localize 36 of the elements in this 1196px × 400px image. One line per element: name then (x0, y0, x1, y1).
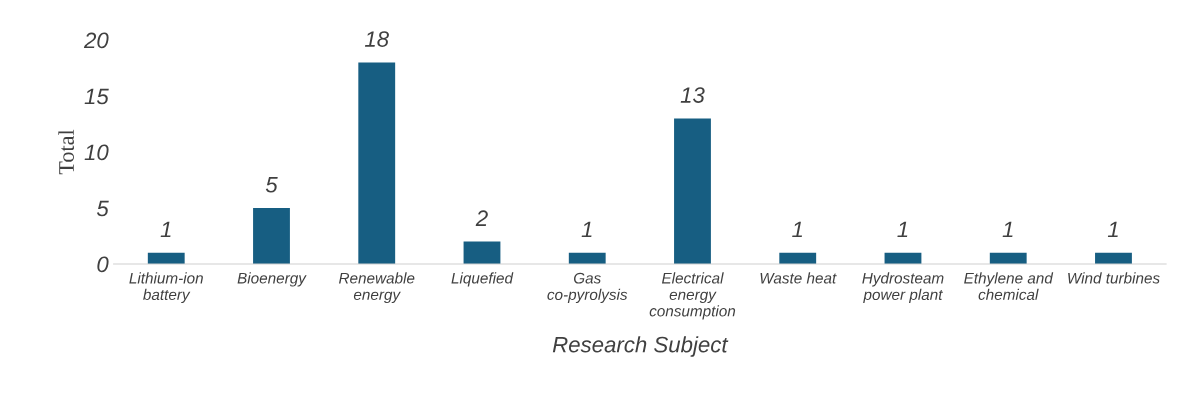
bar (463, 241, 501, 264)
y-tick-label: 20 (83, 32, 109, 49)
data-label: 1 (160, 221, 171, 238)
x-tick-label: Waste heat (760, 272, 837, 284)
y-tick-label: 15 (84, 88, 109, 105)
data-label: 13 (680, 87, 705, 103)
y-axis-title: Total (58, 129, 74, 175)
bar (568, 252, 606, 264)
bar (989, 252, 1027, 264)
y-tick-label: 0 (97, 256, 109, 273)
bar (358, 62, 396, 264)
x-axis-title: Research Subject (552, 336, 729, 357)
x-tick-label: Renewable energy (338, 272, 415, 304)
x-tick-label: Lithium-ion battery (129, 272, 203, 304)
bar (779, 252, 817, 264)
data-label: 1 (1107, 221, 1118, 238)
x-tick-label: Ethylene and chemical (964, 272, 1054, 301)
data-label: 1 (792, 221, 803, 238)
x-tick-label: Bioenergy (237, 272, 307, 287)
y-tick-label: 5 (96, 200, 109, 217)
data-label: 5 (265, 176, 278, 193)
x-tick-label: Wind turbines (1068, 272, 1160, 284)
x-tick-label: Hydrosteam power plant (862, 272, 944, 304)
y-tick-label: 10 (84, 144, 109, 161)
bar (253, 208, 290, 264)
data-label: 1 (581, 221, 592, 238)
data-label: 1 (897, 221, 908, 238)
data-label: 18 (364, 31, 389, 47)
x-tick-label: Liquefied (451, 272, 514, 287)
x-tick-label: Electrical energy consumption (649, 272, 736, 320)
bar (1095, 252, 1132, 264)
x-tick-label: Gas co-pyrolysis (547, 272, 628, 304)
data-label: 1 (1002, 221, 1013, 238)
bar (674, 118, 711, 264)
bar (147, 252, 185, 264)
data-label: 2 (475, 210, 488, 226)
